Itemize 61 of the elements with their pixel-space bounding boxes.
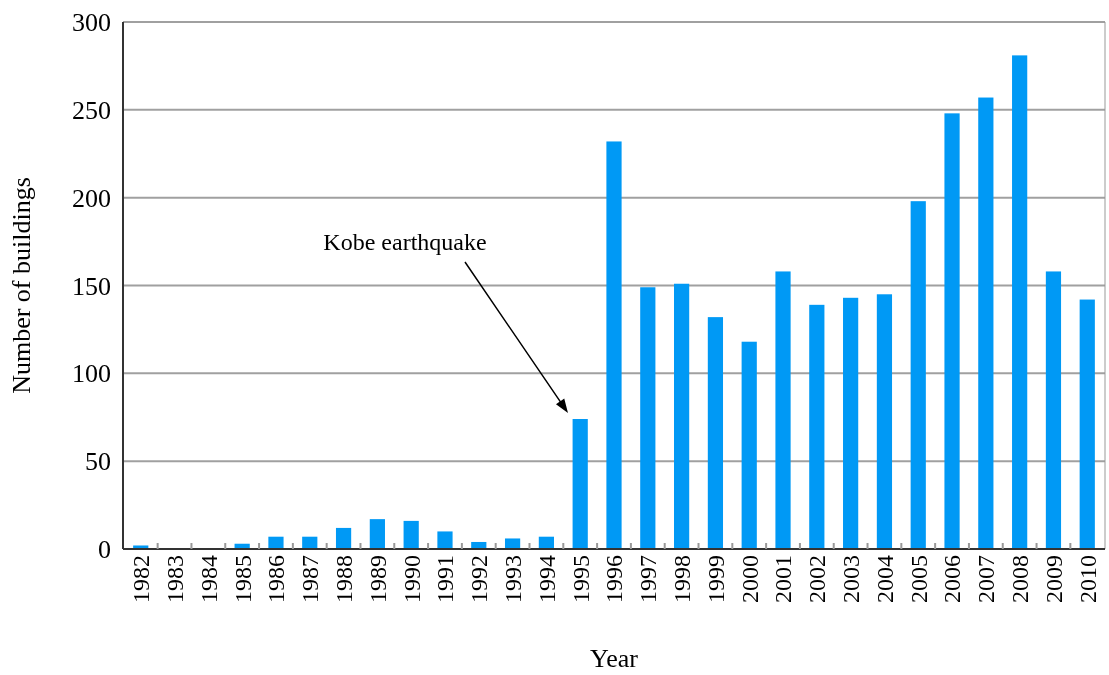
bar	[504, 538, 521, 549]
x-tick-label: 1999	[702, 555, 729, 603]
bar	[437, 531, 453, 549]
bar	[707, 317, 724, 549]
x-tick-label: 1983	[161, 555, 188, 603]
y-tick-label: 200	[72, 183, 111, 213]
x-tick-label: 1991	[432, 555, 459, 603]
x-tick-label: 1984	[195, 555, 222, 603]
x-tick-label: 2004	[871, 555, 898, 603]
bar	[369, 519, 385, 549]
x-tick-label: 2000	[736, 555, 763, 603]
bar	[674, 283, 690, 549]
x-tick-label: 2006	[939, 555, 966, 603]
bar	[268, 536, 284, 549]
y-tick-label: 100	[72, 359, 111, 389]
bar	[1079, 299, 1095, 549]
x-tick-label: 2009	[1040, 555, 1067, 603]
x-tick-label: 1998	[669, 555, 696, 603]
x-tick-label: 1989	[364, 555, 391, 603]
x-tick-label: 2002	[804, 555, 831, 603]
bar	[944, 113, 960, 549]
x-tick-label: 2007	[973, 555, 1000, 603]
x-tick-label: 2010	[1074, 555, 1101, 603]
x-tick-label: 2003	[838, 555, 865, 603]
x-tick-label: 1992	[466, 555, 493, 603]
bar	[843, 297, 859, 549]
bar	[910, 201, 926, 549]
x-tick-label: 1990	[398, 555, 425, 603]
y-tick-label: 250	[72, 95, 111, 125]
x-tick-label: 1996	[601, 555, 628, 603]
y-axis-title: Number of buildings	[7, 177, 36, 394]
y-tick-label: 150	[72, 271, 111, 301]
y-tick-label: 300	[72, 8, 111, 38]
bar	[1012, 55, 1028, 549]
x-tick-label: 1988	[330, 555, 357, 603]
x-tick-label: 1995	[567, 555, 594, 603]
y-tick-label: 0	[98, 535, 111, 565]
x-tick-label: 2001	[770, 555, 797, 603]
bar	[876, 294, 893, 549]
bar	[640, 287, 656, 549]
bar	[572, 419, 588, 549]
x-tick-label: 1994	[533, 555, 560, 603]
x-tick-label: 1997	[635, 555, 662, 603]
bar	[809, 304, 825, 549]
bar	[403, 520, 419, 549]
bar	[335, 527, 352, 549]
bar	[741, 341, 757, 549]
bar	[775, 271, 791, 549]
x-tick-label: 1985	[229, 555, 256, 603]
x-tick-label: 2005	[905, 555, 932, 603]
x-tick-label: 1986	[263, 555, 290, 603]
x-tick-label: 1982	[128, 555, 155, 603]
x-axis-title: Year	[590, 644, 639, 673]
x-tick-label: 1993	[499, 555, 526, 603]
y-tick-label: 50	[85, 447, 111, 477]
bar	[1045, 271, 1062, 549]
x-tick-label: 2008	[1007, 555, 1034, 603]
annotation: Kobe earthquake	[323, 229, 487, 255]
bar	[978, 97, 994, 549]
x-tick-label: 1987	[297, 555, 324, 603]
bar	[606, 141, 622, 549]
